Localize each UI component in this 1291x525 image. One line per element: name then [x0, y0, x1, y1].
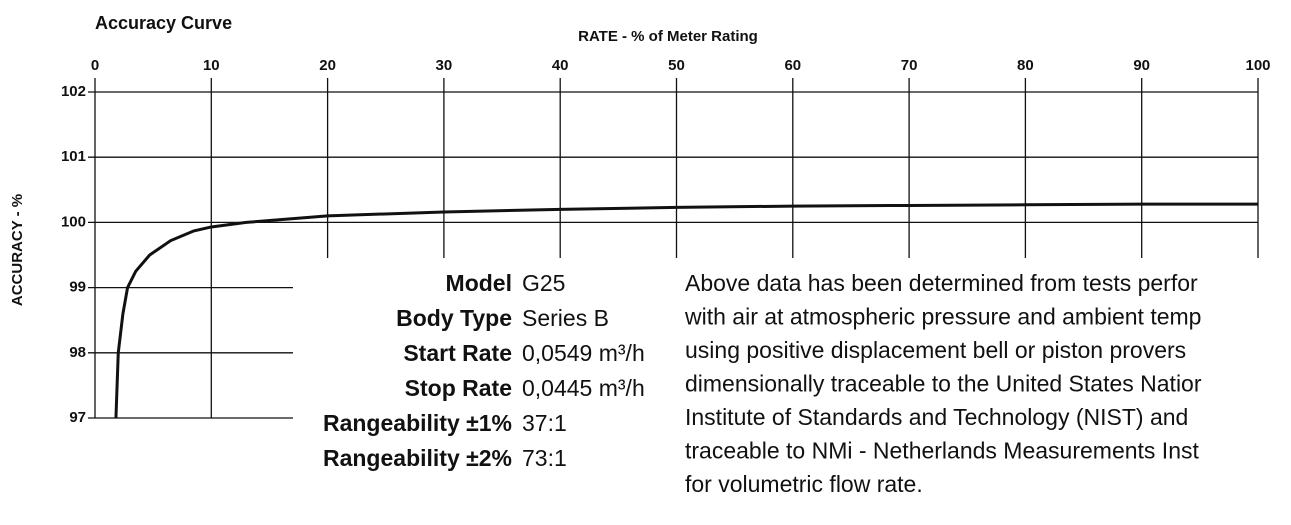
spec-value: 0,0549 m³/h [522, 340, 645, 366]
x-tick-label: 80 [1017, 57, 1034, 74]
note-line: using positive displacement bell or pist… [685, 337, 1186, 363]
spec-value: 73:1 [522, 445, 567, 471]
x-tick-label: 10 [203, 57, 220, 74]
y-tick-label: 102 [61, 83, 86, 100]
note-line: Institute of Standards and Technology (N… [685, 404, 1188, 430]
note-line: traceable to NMi - Netherlands Measureme… [685, 438, 1199, 464]
x-tick-label: 40 [552, 57, 569, 74]
x-tick-label: 70 [901, 57, 918, 74]
x-tick-label: 100 [1245, 57, 1270, 74]
spec-label: Stop Rate [405, 375, 512, 401]
spec-value: 0,0445 m³/h [522, 375, 645, 401]
x-tick-label: 50 [668, 57, 685, 74]
spec-label: Body Type [396, 305, 512, 331]
note-line: with air at atmospheric pressure and amb… [684, 304, 1201, 330]
x-tick-label: 20 [319, 57, 336, 74]
note-line: Above data has been determined from test… [685, 270, 1198, 296]
spec-label: Model [446, 270, 512, 296]
y-tick-label: 98 [69, 344, 86, 361]
y-axis-label: ACCURACY - % [9, 194, 26, 306]
y-tick-label: 99 [69, 279, 86, 296]
x-tick-label: 30 [436, 57, 453, 74]
spec-value: 37:1 [522, 410, 567, 436]
x-tick-label: 0 [91, 57, 99, 74]
x-tick-label: 60 [784, 57, 801, 74]
y-tick-label: 100 [61, 213, 86, 230]
x-tick-label: 90 [1133, 57, 1150, 74]
curve [114, 202, 1258, 419]
chart-title: Accuracy Curve [95, 13, 232, 33]
note-line: for volumetric flow rate. [685, 471, 923, 497]
y-tick-label: 97 [69, 409, 86, 426]
spec-value: G25 [522, 270, 565, 296]
note-line: dimensionally traceable to the United St… [685, 371, 1202, 397]
spec-label: Rangeability ±2% [323, 445, 512, 471]
spec-value: Series B [522, 305, 609, 331]
x-axis-label: RATE - % of Meter Rating [578, 28, 758, 45]
text-panel [293, 258, 1291, 525]
spec-label: Rangeability ±1% [323, 410, 512, 436]
spec-label: Start Rate [403, 340, 512, 366]
y-tick-label: 101 [61, 148, 86, 165]
